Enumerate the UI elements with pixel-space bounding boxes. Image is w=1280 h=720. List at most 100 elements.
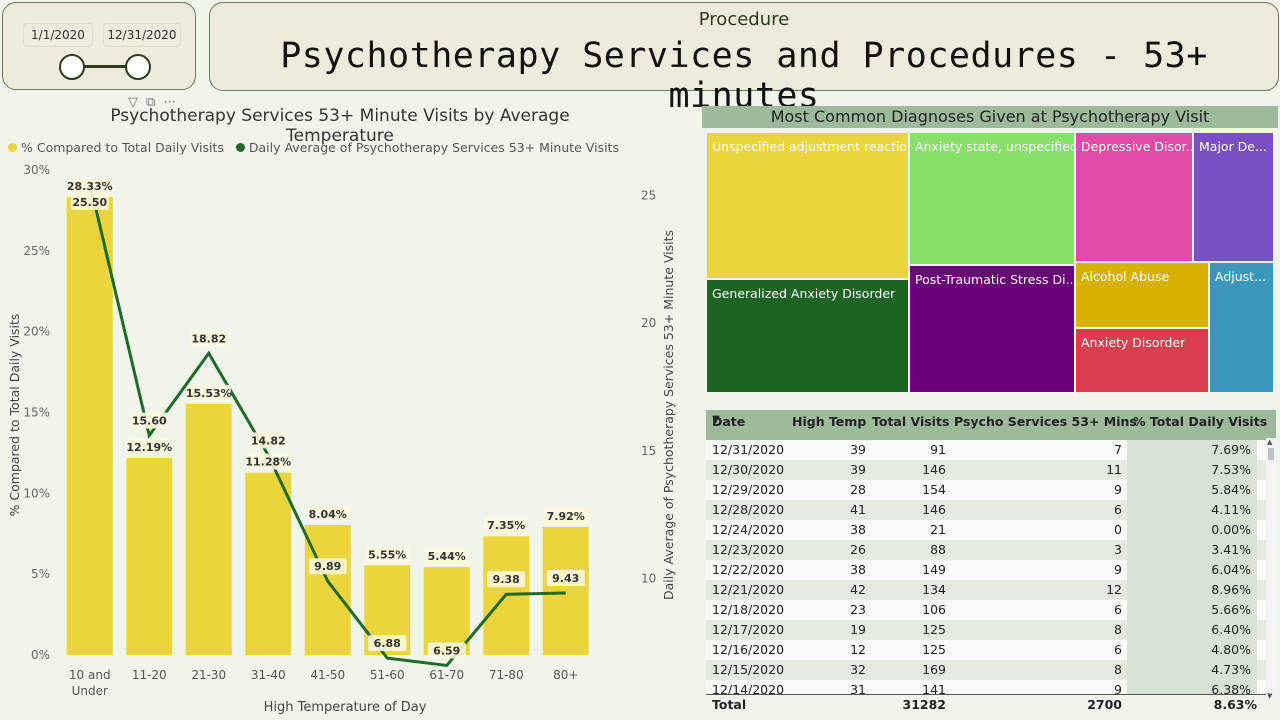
bar-data-label-bg: [365, 546, 410, 563]
tile-ptsd[interactable]: Post-Traumatic Stress Di...: [909, 265, 1075, 393]
column-header-pct-total[interactable]: % Total Daily Visits: [1133, 414, 1268, 429]
end-date-input[interactable]: 12/31/2020: [103, 23, 181, 47]
sort-descending-icon: ▼: [712, 414, 720, 425]
cell-high-temp: 32: [850, 662, 866, 677]
table-row[interactable]: 12/15/2020 32 169 8 4.73%: [706, 660, 1276, 680]
scroll-up-icon[interactable]: ▲: [1267, 438, 1273, 446]
table-row[interactable]: 12/30/2020 39 146 11 7.53%: [706, 460, 1276, 480]
column-header-psycho-services[interactable]: Psycho Services 53+ Mins: [954, 414, 1137, 429]
cell-pct-total: 4.80%: [1127, 640, 1257, 660]
bar: [423, 567, 470, 655]
tile-label: Post-Traumatic Stress Di...: [915, 272, 1075, 287]
cell-date: 12/29/2020: [712, 482, 785, 497]
cell-psycho-services: 9: [1114, 482, 1122, 497]
page-title: Psychotherapy Services and Procedures - …: [280, 36, 1208, 116]
focus-mode-icon[interactable]: ⧉: [146, 95, 156, 110]
report-header: Procedure Psychotherapy Services and Pro…: [209, 2, 1279, 116]
table-row[interactable]: 12/28/2020 41 146 6 4.11%: [706, 500, 1276, 520]
legend-dot-line: [235, 143, 245, 152]
y-tick-label: 20%: [23, 325, 50, 339]
cell-high-temp: 38: [850, 562, 866, 577]
cell-pct-total: 4.11%: [1127, 500, 1257, 520]
tile-label: Adjust...: [1215, 269, 1266, 284]
legend-item-line[interactable]: Daily Average of Psychotherapy Services …: [235, 140, 619, 155]
cell-high-temp: 12: [850, 642, 866, 657]
tile-depressive-disorder[interactable]: Depressive Disor...: [1075, 132, 1193, 262]
cell-total-visits: 125: [922, 642, 946, 657]
tile-alcohol-abuse[interactable]: Alcohol Abuse: [1075, 262, 1209, 328]
table-row[interactable]: 12/31/2020 39 91 7 7.69%: [706, 440, 1276, 460]
table-row[interactable]: 12/16/2020 12 125 6 4.80%: [706, 640, 1276, 660]
column-header-high-temp[interactable]: High Temp: [792, 414, 867, 429]
table-row[interactable]: 12/29/2020 28 154 9 5.84%: [706, 480, 1276, 500]
column-header-total-visits[interactable]: Total Visits: [872, 414, 950, 429]
legend-item-bars[interactable]: % Compared to Total Daily Visits: [8, 140, 224, 155]
y2-tick-label: 15: [641, 444, 656, 458]
x-tick-label: 51-60: [370, 668, 405, 682]
x-tick-label: 71-80: [489, 668, 524, 682]
table-row[interactable]: 12/22/2020 38 149 9 6.04%: [706, 560, 1276, 580]
cell-date: 12/22/2020: [712, 562, 785, 577]
table-scrollbar[interactable]: ▲ ▼: [1266, 438, 1276, 700]
bar-data-label-bg: [246, 453, 291, 470]
bar: [245, 472, 292, 655]
start-slider-handle[interactable]: [59, 54, 85, 80]
more-options-icon[interactable]: ⋯: [163, 95, 177, 110]
cell-high-temp: 39: [850, 462, 866, 477]
tile-unspecified-adjustment[interactable]: Unspecified adjustment reaction: [706, 132, 909, 279]
bar-data-label-bg: [484, 517, 529, 534]
cell-psycho-services: 12: [1106, 582, 1122, 597]
start-date-input[interactable]: 1/1/2020: [23, 23, 93, 47]
bar: [66, 196, 113, 655]
x-tick-label: 11-20: [132, 668, 167, 682]
table-row[interactable]: 12/14/2020 31 141 9 6.38%: [706, 680, 1276, 694]
legend-label-bars: % Compared to Total Daily Visits: [21, 140, 224, 155]
tile-label: Anxiety Disorder: [1081, 335, 1186, 350]
table-row[interactable]: 12/24/2020 38 21 0 0.00%: [706, 520, 1276, 540]
table-row[interactable]: 12/18/2020 23 106 6 5.66%: [706, 600, 1276, 620]
tile-anxiety-state[interactable]: Anxiety state, unspecified: [909, 132, 1075, 265]
end-slider-handle[interactable]: [125, 54, 151, 80]
x-tick-label: 31-40: [251, 668, 286, 682]
cell-high-temp: 28: [850, 482, 866, 497]
tile-adjustment[interactable]: Adjust...: [1209, 262, 1274, 393]
diagnoses-treemap: Unspecified adjustment reaction Generali…: [706, 132, 1274, 393]
x-axis-title: High Temperature of Day: [264, 700, 427, 715]
cell-psycho-services: 6: [1114, 642, 1122, 657]
x-tick-label: 61-70: [429, 668, 464, 682]
table-row[interactable]: 12/17/2020 19 125 8 6.40%: [706, 620, 1276, 640]
cell-date: 12/23/2020: [712, 542, 785, 557]
y-tick-label: 5%: [31, 567, 50, 581]
tile-label: Unspecified adjustment reaction: [712, 139, 909, 154]
combo-chart: 0% 5% 10% 15% 20% 25% 30% 10 15 20 25 28.33% 12.19% 1…: [7, 163, 676, 715]
bar-data-label-bg: [186, 384, 231, 401]
column-header-date[interactable]: Date: [712, 414, 746, 429]
cell-pct-total: 5.84%: [1127, 480, 1257, 500]
scroll-thumb[interactable]: [1268, 448, 1274, 460]
cell-date: 12/28/2020: [712, 502, 785, 517]
cell-psycho-services: 8: [1114, 622, 1122, 637]
cell-total-visits: 146: [922, 462, 946, 477]
bar-data-label-bg: [67, 177, 112, 194]
total-visits-value: 31282: [902, 697, 947, 712]
line-data-label-bg: [70, 193, 109, 210]
cell-pct-total: 6.38%: [1127, 680, 1257, 694]
date-range-slicer[interactable]: 1/1/2020 12/31/2020: [2, 2, 196, 90]
cell-pct-total: 6.40%: [1127, 620, 1257, 640]
y2-tick-label: 20: [641, 316, 656, 330]
cell-total-visits: 134: [922, 582, 946, 597]
tile-major-depressive[interactable]: Major De...: [1193, 132, 1274, 262]
cell-psycho-services: 3: [1114, 542, 1122, 557]
cell-total-visits: 91: [930, 442, 946, 457]
bar-data-label: 7.35%: [487, 519, 525, 532]
cell-date: 12/14/2020: [712, 682, 785, 694]
line-data-label-bg: [546, 569, 585, 586]
table-row[interactable]: 12/21/2020 42 134 12 8.96%: [706, 580, 1276, 600]
filter-icon[interactable]: ▽: [128, 95, 138, 110]
table-row[interactable]: 12/23/2020 26 88 3 3.41%: [706, 540, 1276, 560]
tile-anxiety-disorder[interactable]: Anxiety Disorder: [1075, 328, 1209, 393]
tile-label: Anxiety state, unspecified: [915, 139, 1075, 154]
cell-total-visits: 154: [922, 482, 946, 497]
scroll-down-icon[interactable]: ▼: [1267, 692, 1273, 700]
tile-generalized-anxiety[interactable]: Generalized Anxiety Disorder: [706, 279, 909, 393]
